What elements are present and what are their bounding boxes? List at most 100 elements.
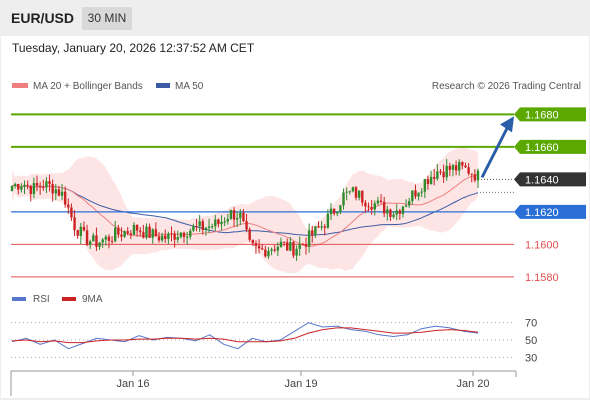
ma20-line — [11, 174, 479, 247]
candle-body — [182, 232, 186, 238]
timeframe-button[interactable]: 30 MIN — [82, 7, 132, 30]
candle-body — [336, 212, 339, 214]
candle-body — [145, 226, 148, 238]
candle-body — [185, 236, 189, 238]
candle-body — [470, 173, 473, 175]
candle-body — [176, 237, 179, 240]
candle-body — [192, 226, 195, 231]
candle-body — [314, 226, 317, 236]
candle-body — [417, 192, 420, 197]
candle-body — [436, 171, 439, 179]
candle-body — [389, 209, 392, 217]
candle-body — [254, 243, 258, 246]
candle-body — [29, 185, 32, 195]
candle-body — [345, 191, 348, 193]
candle-body — [433, 176, 436, 179]
candle-body — [173, 233, 176, 240]
candle-body — [395, 210, 398, 215]
candle-body — [245, 221, 248, 230]
candle-body — [373, 203, 376, 210]
level-tag-1.1680 — [514, 107, 586, 122]
time-axis: Jan 16 Jan 19 Jan 20 — [10, 370, 517, 396]
candle-body — [151, 229, 154, 238]
candle-body — [85, 230, 89, 245]
candle-body — [326, 214, 330, 228]
candle-body — [339, 205, 342, 213]
candle-body — [42, 186, 45, 188]
candle-body — [448, 165, 452, 170]
candle-body — [79, 226, 83, 236]
candle-body — [464, 165, 467, 168]
candle-body — [454, 165, 458, 171]
candle-body — [357, 190, 361, 198]
candle-body — [379, 200, 383, 202]
candle-body — [451, 165, 455, 170]
level-tag-1.1640 — [514, 172, 586, 187]
candle-body — [251, 239, 255, 244]
candle-body — [332, 208, 336, 214]
candle-body — [54, 189, 57, 194]
candle-body — [142, 232, 145, 238]
moving-averages — [11, 174, 479, 247]
candle-body — [13, 184, 17, 187]
candle-body — [420, 191, 423, 193]
candle-body — [382, 201, 386, 214]
candle-body — [473, 174, 477, 181]
candle-body — [261, 248, 264, 250]
candle-body — [204, 227, 208, 230]
candle-body — [92, 235, 95, 242]
candle-body — [135, 224, 139, 231]
candle-body — [289, 241, 292, 251]
candle-body — [276, 247, 280, 251]
level-label-1.1580: 1.1580 — [525, 272, 559, 284]
candle-body — [348, 191, 351, 193]
candle-body — [292, 241, 295, 256]
candle-body — [88, 241, 92, 245]
candle-body — [404, 205, 408, 207]
rsi-ma-line — [11, 327, 479, 344]
candle-body — [273, 249, 276, 251]
candles — [10, 158, 480, 262]
candle-body — [117, 227, 120, 235]
candle-body — [148, 226, 151, 238]
candle-body — [139, 230, 142, 233]
candle-body — [60, 191, 64, 196]
candle-body — [20, 186, 23, 190]
candle-body — [195, 226, 198, 228]
candle-body — [51, 183, 54, 194]
candle-body — [295, 248, 298, 256]
rsi-tick-30: 30 — [525, 352, 537, 364]
projection-arrow — [480, 116, 514, 179]
candle-body — [57, 189, 61, 196]
candle-body — [67, 204, 70, 208]
candle-body — [311, 230, 314, 236]
candle-body — [392, 214, 395, 217]
candle-body — [445, 165, 448, 178]
candle-body — [17, 184, 20, 190]
candle-body — [304, 244, 308, 247]
rsi-tick-50: 50 — [525, 335, 537, 347]
candle-body — [82, 226, 86, 231]
candle-body — [257, 245, 261, 249]
candle-body — [167, 233, 170, 239]
candle-body — [123, 231, 126, 237]
candle-body — [439, 171, 442, 173]
candle-body — [107, 236, 111, 241]
candle-body — [223, 221, 226, 223]
candle-body — [154, 229, 158, 237]
level-tag-1.1620 — [514, 204, 586, 219]
candle-body — [120, 234, 123, 237]
rsi-legend-label: RSI — [33, 294, 50, 305]
candle-body — [198, 221, 201, 227]
candle-body — [45, 181, 48, 188]
candle-body — [76, 230, 79, 236]
candle-body — [32, 183, 36, 195]
candle-body — [129, 233, 133, 235]
candle-body — [38, 185, 42, 187]
rsi-tick-70: 70 — [525, 318, 537, 330]
candle-body — [220, 221, 223, 225]
candle-body — [210, 226, 214, 228]
candle-body — [242, 212, 245, 222]
ma50-legend-label: MA 50 — [175, 81, 204, 92]
